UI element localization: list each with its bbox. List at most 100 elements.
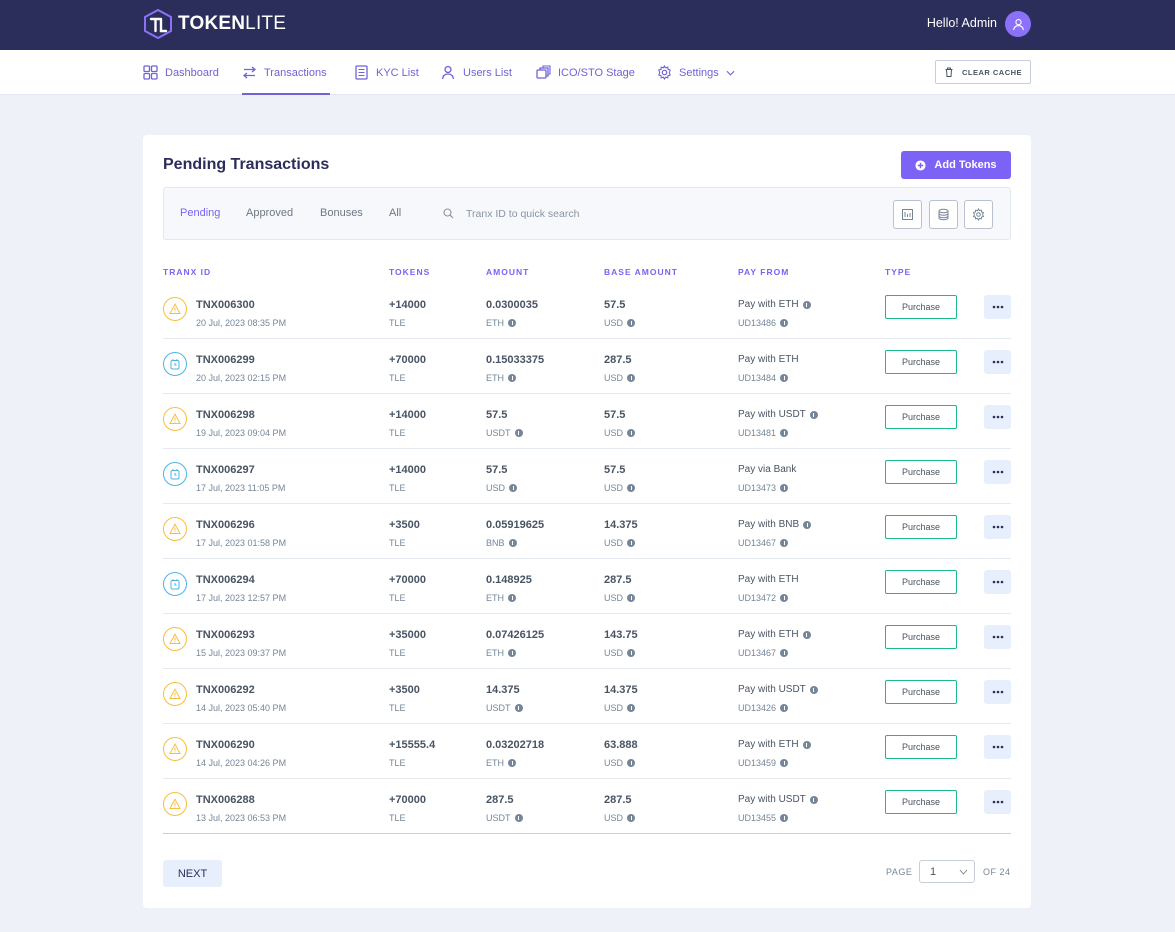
clear-cache-button[interactable]: CLEAR CACHE: [935, 60, 1031, 84]
info-icon[interactable]: [627, 759, 636, 767]
info-icon[interactable]: [780, 814, 789, 822]
table-row[interactable]: TNX006297 17 Jul, 2023 11:05 PM +14000 TLE 5…: [163, 449, 1011, 504]
info-icon[interactable]: [780, 484, 789, 492]
table-row[interactable]: TNX006300 20 Jul, 2023 08:35 PM +14000 TLE 0…: [163, 284, 1011, 339]
info-icon[interactable]: [627, 704, 636, 712]
info-icon[interactable]: [627, 649, 636, 657]
type-badge[interactable]: Purchase: [885, 460, 957, 484]
info-icon[interactable]: [627, 539, 636, 547]
info-icon[interactable]: [780, 649, 789, 657]
user-id-text[interactable]: UD13484: [738, 373, 777, 383]
more-actions-button[interactable]: [984, 350, 1011, 374]
table-row[interactable]: TNX006299 20 Jul, 2023 02:15 PM +70000 TLE 0…: [163, 339, 1011, 394]
tab-all[interactable]: All: [389, 207, 402, 219]
type-badge[interactable]: Purchase: [885, 570, 957, 594]
info-icon[interactable]: [508, 374, 516, 382]
tranx-id[interactable]: TNX006290: [196, 739, 255, 751]
info-icon[interactable]: [803, 520, 812, 529]
user-id-text[interactable]: UD13481: [738, 428, 777, 438]
type-badge[interactable]: Purchase: [885, 790, 957, 814]
table-row[interactable]: TNX006293 15 Jul, 2023 09:37 PM +35000 TLE 0…: [163, 614, 1011, 669]
tranx-id[interactable]: TNX006299: [196, 354, 255, 366]
tranx-id[interactable]: TNX006292: [196, 684, 255, 696]
user-id-text[interactable]: UD13459: [738, 758, 777, 768]
table-row[interactable]: TNX006290 14 Jul, 2023 04:26 PM +15555.4 TL…: [163, 724, 1011, 779]
user-id-text[interactable]: UD13467: [738, 538, 777, 548]
tranx-id[interactable]: TNX006297: [196, 464, 255, 476]
nav-users-list[interactable]: Users List: [441, 50, 512, 95]
info-icon[interactable]: [508, 319, 516, 327]
info-icon[interactable]: [514, 429, 523, 437]
user-avatar[interactable]: [1005, 11, 1031, 37]
info-icon[interactable]: [780, 594, 789, 602]
user-id-text[interactable]: UD13472: [738, 593, 777, 603]
info-icon[interactable]: [509, 484, 518, 492]
type-badge[interactable]: Purchase: [885, 625, 957, 649]
search-input[interactable]: [466, 204, 766, 224]
tab-pending[interactable]: Pending: [180, 207, 221, 219]
tranx-id[interactable]: TNX006300: [196, 299, 255, 311]
user-id-text[interactable]: UD13486: [738, 318, 777, 328]
table-row[interactable]: TNX006292 14 Jul, 2023 05:40 PM +3500 TLE 14…: [163, 669, 1011, 724]
info-icon[interactable]: [627, 429, 636, 437]
table-row[interactable]: TNX006298 19 Jul, 2023 09:04 PM +14000 TLE 5…: [163, 394, 1011, 449]
type-badge[interactable]: Purchase: [885, 295, 957, 319]
table-row[interactable]: TNX006294 17 Jul, 2023 12:57 PM +70000 TLE 0…: [163, 559, 1011, 614]
add-tokens-button[interactable]: Add Tokens: [901, 151, 1011, 179]
info-icon[interactable]: [780, 539, 789, 547]
page-select[interactable]: 1: [919, 860, 975, 883]
type-badge[interactable]: Purchase: [885, 680, 957, 704]
more-actions-button[interactable]: [984, 680, 1011, 704]
tranx-id[interactable]: TNX006293: [196, 629, 255, 641]
nav-kyc-list[interactable]: KYC List: [354, 50, 419, 95]
info-icon[interactable]: [809, 410, 818, 419]
more-actions-button[interactable]: [984, 295, 1011, 319]
tranx-id[interactable]: TNX006294: [196, 574, 255, 586]
info-icon[interactable]: [809, 795, 818, 804]
info-icon[interactable]: [802, 740, 811, 749]
tranx-id[interactable]: TNX006288: [196, 794, 255, 806]
info-icon[interactable]: [627, 814, 636, 822]
user-id-text[interactable]: UD13426: [738, 703, 777, 713]
info-icon[interactable]: [780, 374, 789, 382]
more-actions-button[interactable]: [984, 625, 1011, 649]
tab-approved[interactable]: Approved: [246, 207, 294, 219]
type-badge[interactable]: Purchase: [885, 350, 957, 374]
user-id-text[interactable]: UD13455: [738, 813, 777, 823]
table-row[interactable]: TNX006288 13 Jul, 2023 06:53 PM +70000 TLE 2…: [163, 779, 1011, 834]
more-actions-button[interactable]: [984, 515, 1011, 539]
database-button[interactable]: [929, 200, 958, 229]
table-row[interactable]: TNX006296 17 Jul, 2023 01:58 PM +3500 TLE 0.…: [163, 504, 1011, 559]
type-badge[interactable]: Purchase: [885, 735, 957, 759]
info-icon[interactable]: [780, 429, 789, 437]
info-icon[interactable]: [809, 685, 818, 694]
info-icon[interactable]: [802, 630, 811, 639]
info-icon[interactable]: [508, 594, 516, 602]
info-icon[interactable]: [508, 539, 517, 547]
type-badge[interactable]: Purchase: [885, 515, 957, 539]
table-settings-button[interactable]: [964, 200, 993, 229]
info-icon[interactable]: [780, 704, 789, 712]
nav-settings[interactable]: Settings: [657, 50, 735, 95]
nav-dashboard[interactable]: Dashboard: [143, 50, 219, 95]
info-icon[interactable]: [508, 649, 516, 657]
info-icon[interactable]: [627, 594, 636, 602]
more-actions-button[interactable]: [984, 735, 1011, 759]
info-icon[interactable]: [802, 300, 811, 309]
user-id-text[interactable]: UD13473: [738, 483, 777, 493]
tab-bonuses[interactable]: Bonuses: [320, 207, 363, 219]
next-page-button[interactable]: NEXT: [163, 860, 222, 887]
info-icon[interactable]: [627, 374, 636, 382]
type-badge[interactable]: Purchase: [885, 405, 957, 429]
info-icon[interactable]: [514, 704, 523, 712]
more-actions-button[interactable]: [984, 405, 1011, 429]
user-id-text[interactable]: UD13467: [738, 648, 777, 658]
tranx-id[interactable]: TNX006298: [196, 409, 255, 421]
tranx-id[interactable]: TNX006296: [196, 519, 255, 531]
nav-ico-sto-stage[interactable]: ICO/STO Stage: [536, 50, 635, 95]
more-actions-button[interactable]: [984, 460, 1011, 484]
nav-transactions[interactable]: Transactions: [242, 50, 330, 95]
info-icon[interactable]: [780, 759, 789, 767]
export-button[interactable]: [893, 200, 922, 229]
brand-logo[interactable]: TOKENLITE: [143, 8, 286, 40]
